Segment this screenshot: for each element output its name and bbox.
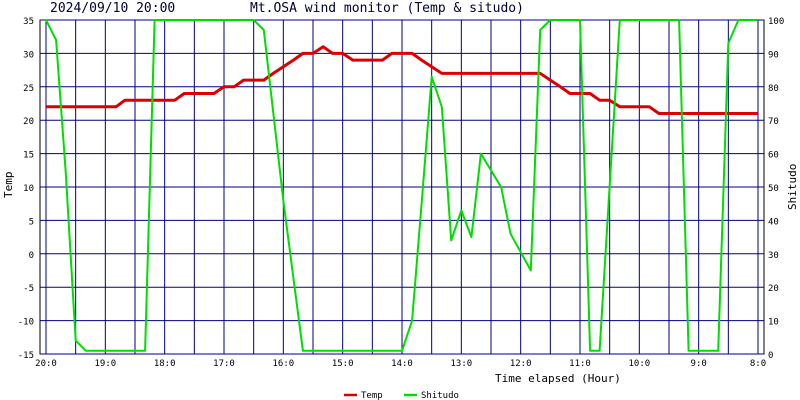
- y-tick-label-right: 10: [768, 318, 779, 328]
- x-tick-label: 16:0: [272, 359, 294, 369]
- x-tick-label: 18:0: [154, 359, 176, 369]
- y-tick-label-left: -15: [18, 351, 34, 361]
- legend-label-temp: Temp: [361, 391, 383, 400]
- chart-title: Mt.OSA wind monitor (Temp & situdo): [250, 1, 524, 16]
- y-tick-label-right: 80: [768, 84, 779, 94]
- x-tick-label: 9:0: [691, 359, 707, 369]
- y-tick-label-left: -5: [23, 284, 34, 294]
- x-tick-label: 10:0: [628, 359, 650, 369]
- x-tick-label: 17:0: [213, 359, 235, 369]
- x-tick-label: 19:0: [94, 359, 116, 369]
- x-tick-label: 14:0: [391, 359, 413, 369]
- legend: Temp Shitudo: [344, 391, 459, 400]
- y-tick-label-left: 5: [29, 217, 34, 227]
- y-tick-label-left: -10: [18, 318, 34, 328]
- series-lines: [45, 19, 758, 352]
- chart-timestamp: 2024/09/10 20:00: [50, 1, 175, 16]
- y-tick-label-left: 0: [29, 251, 34, 261]
- y-tick-label-right: 60: [768, 151, 779, 161]
- series-line-temp: [46, 45, 758, 115]
- x-tick-label: 13:0: [450, 359, 472, 369]
- y-tick-label-left: 10: [23, 184, 34, 194]
- y-tick-label-left: 20: [23, 117, 34, 127]
- y-tick-label-right: 20: [768, 284, 779, 294]
- series-line-shitudo: [45, 19, 758, 352]
- x-tick-label: 12:0: [510, 359, 532, 369]
- y-tick-label-left: 25: [23, 84, 34, 94]
- x-tick-label: 11:0: [569, 359, 591, 369]
- y-tick-label-right: 40: [768, 217, 779, 227]
- y-tick-label-right: 70: [768, 117, 779, 127]
- y-tick-label-right: 30: [768, 251, 779, 261]
- x-tick-label: 8:0: [750, 359, 766, 369]
- y-tick-label-left: 15: [23, 151, 34, 161]
- x-axis-label: Time elapsed (Hour): [495, 372, 621, 385]
- y-tick-label-left: 30: [23, 50, 34, 60]
- y-axis-label-left: Temp: [2, 172, 15, 199]
- y-tick-label-right: 0: [768, 351, 773, 361]
- y-tick-label-right: 90: [768, 50, 779, 60]
- legend-label-shitudo: Shitudo: [421, 391, 459, 400]
- x-tick-label: 15:0: [332, 359, 354, 369]
- y-tick-label-left: 35: [23, 17, 34, 27]
- x-tick-label: 20:0: [35, 359, 57, 369]
- y-tick-label-right: 100: [768, 17, 784, 27]
- y-tick-label-right: 50: [768, 184, 779, 194]
- y-axis-label-right: Shitudo: [786, 164, 799, 210]
